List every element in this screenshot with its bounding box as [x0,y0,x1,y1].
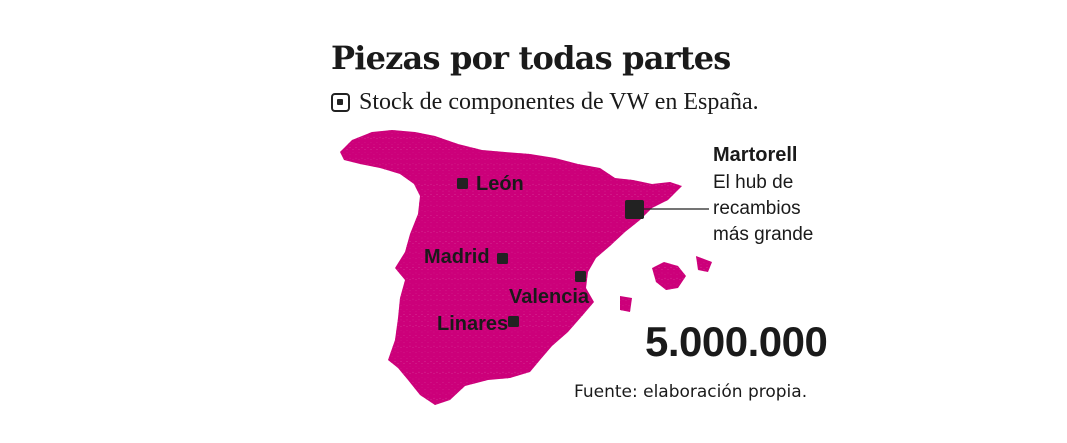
subtitle-text: Stock de componentes de VW en España. [359,88,759,115]
city-linares: Linares [437,313,519,335]
spain-dot-region [340,130,712,405]
callout-desc-line-3: más grande [713,224,813,245]
subtitle: Stock de componentes de VW en España. [331,86,759,118]
chart-title: Piezas por todas partes [331,39,731,77]
city-label-madrid: Madrid [424,246,490,268]
callout-title: Martorell [713,144,797,166]
city-marker-leon [457,178,468,189]
city-marker-valencia [575,271,586,282]
source-note: Fuente: elaboración propia. [574,382,808,402]
callout-desc-line-2: recambios [713,198,801,219]
city-label-valencia: Valencia [509,286,590,308]
city-madrid: Madrid [424,246,508,268]
hub-marker-martorell [625,200,644,219]
city-label-linares: Linares [437,313,508,335]
city-valencia: Valencia [509,271,590,308]
stock-total: 5.000.000 [645,318,828,365]
hub-martorell: Martorell El hub de recambios más grande [625,144,813,245]
city-leon: León [457,173,524,195]
city-marker-madrid [497,253,508,264]
square-marker-icon [331,92,350,112]
city-label-leon: León [476,173,524,195]
callout-desc-line-1: El hub de [713,172,793,193]
city-marker-linares [508,316,519,327]
